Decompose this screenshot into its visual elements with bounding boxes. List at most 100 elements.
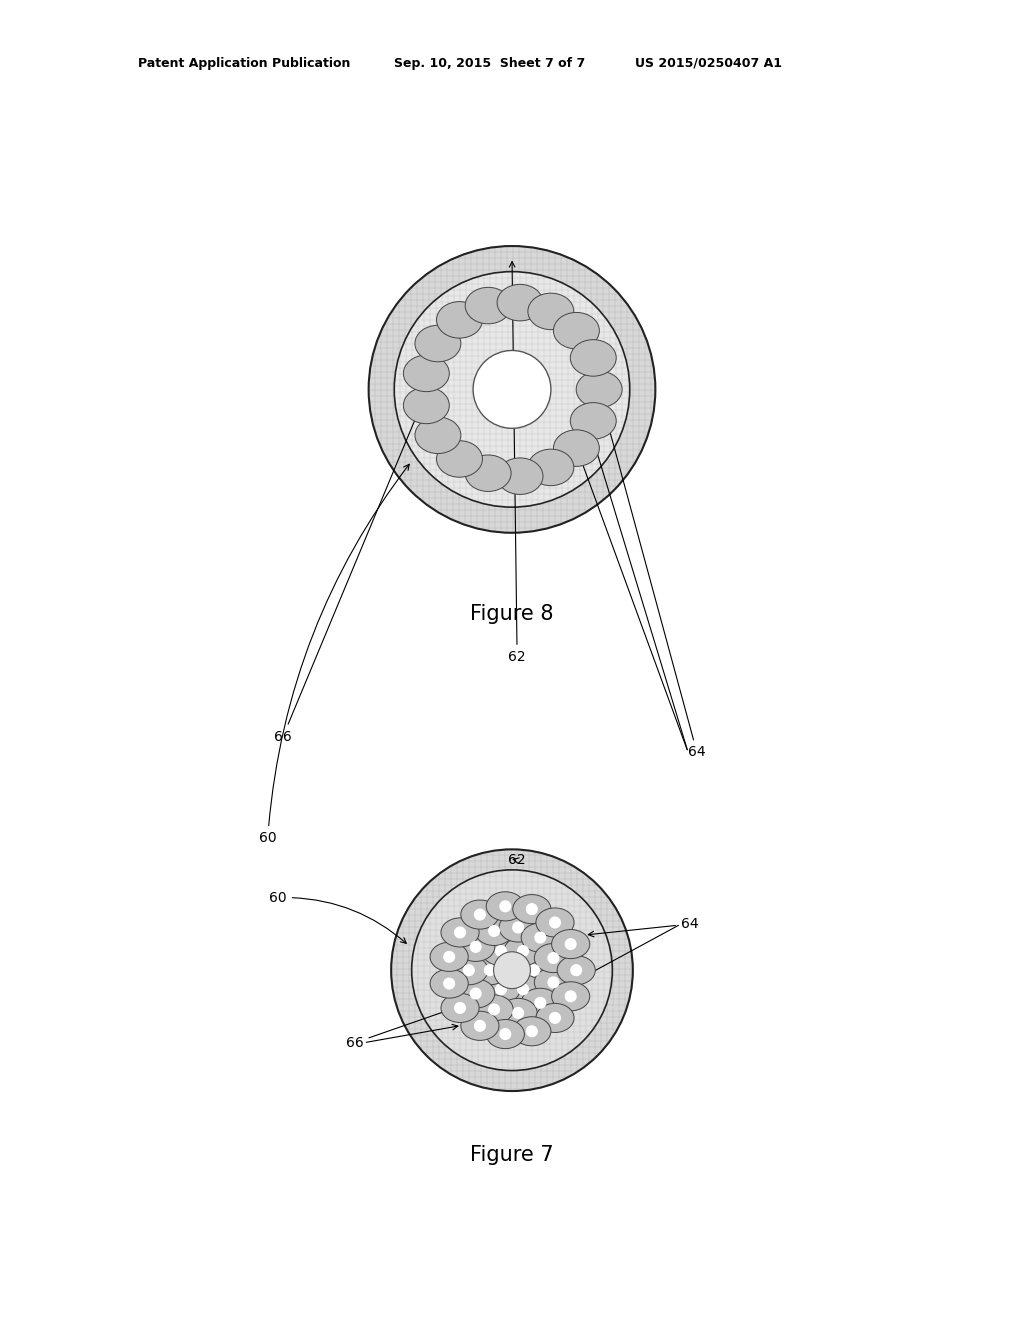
Text: Sep. 10, 2015  Sheet 7 of 7: Sep. 10, 2015 Sheet 7 of 7 [394, 57, 586, 70]
Circle shape [528, 965, 540, 975]
Ellipse shape [499, 913, 538, 942]
Ellipse shape [486, 892, 524, 921]
Ellipse shape [415, 325, 461, 362]
Ellipse shape [536, 908, 574, 937]
Circle shape [513, 1007, 523, 1018]
Ellipse shape [461, 1011, 499, 1040]
Ellipse shape [482, 974, 520, 1005]
Ellipse shape [504, 936, 542, 966]
Ellipse shape [535, 968, 572, 997]
Ellipse shape [441, 994, 479, 1023]
Text: Figure 8: Figure 8 [470, 603, 554, 624]
Circle shape [550, 917, 560, 928]
Text: 64: 64 [588, 917, 698, 937]
Circle shape [455, 927, 465, 937]
Circle shape [500, 902, 511, 912]
Ellipse shape [513, 895, 551, 924]
Ellipse shape [499, 998, 538, 1027]
Ellipse shape [450, 956, 487, 985]
Text: 62: 62 [508, 853, 526, 867]
Ellipse shape [471, 956, 509, 985]
Ellipse shape [486, 1019, 524, 1048]
Circle shape [474, 1020, 485, 1031]
Ellipse shape [457, 932, 495, 961]
Circle shape [470, 989, 481, 999]
Text: 60: 60 [269, 891, 407, 944]
Circle shape [526, 1026, 538, 1036]
Circle shape [565, 991, 577, 1002]
Circle shape [391, 849, 633, 1092]
Ellipse shape [430, 969, 468, 998]
Text: 62: 62 [508, 261, 526, 664]
Circle shape [455, 1003, 465, 1014]
Ellipse shape [553, 430, 599, 466]
Circle shape [488, 1005, 500, 1015]
Ellipse shape [570, 339, 616, 376]
Text: 66: 66 [274, 346, 446, 743]
Circle shape [443, 978, 455, 989]
Circle shape [518, 983, 528, 995]
Ellipse shape [521, 989, 559, 1018]
Ellipse shape [465, 288, 511, 323]
Circle shape [496, 945, 506, 957]
Circle shape [496, 983, 506, 995]
Text: US 2015/0250407 A1: US 2015/0250407 A1 [635, 57, 782, 70]
Circle shape [474, 909, 485, 920]
Circle shape [571, 965, 582, 975]
Ellipse shape [475, 916, 513, 945]
Circle shape [484, 965, 496, 975]
Ellipse shape [521, 923, 559, 952]
Circle shape [548, 977, 559, 987]
Ellipse shape [504, 974, 542, 1005]
Ellipse shape [457, 979, 495, 1008]
Circle shape [535, 932, 546, 942]
Ellipse shape [515, 956, 553, 985]
Circle shape [526, 904, 538, 915]
Circle shape [470, 941, 481, 952]
Ellipse shape [528, 449, 573, 486]
Ellipse shape [436, 441, 482, 478]
Circle shape [369, 246, 655, 533]
Ellipse shape [430, 942, 468, 972]
Ellipse shape [475, 995, 513, 1024]
Text: Patent Application Publication: Patent Application Publication [138, 57, 350, 70]
Circle shape [488, 925, 500, 936]
Text: 64: 64 [592, 370, 706, 759]
Ellipse shape [552, 982, 590, 1011]
Ellipse shape [570, 403, 616, 440]
Circle shape [535, 998, 546, 1008]
Circle shape [565, 939, 577, 949]
Ellipse shape [465, 455, 511, 491]
Circle shape [513, 923, 523, 933]
Circle shape [500, 1028, 511, 1039]
Circle shape [443, 952, 455, 962]
Circle shape [494, 952, 530, 989]
Ellipse shape [513, 1016, 551, 1045]
Ellipse shape [535, 944, 572, 973]
Circle shape [412, 870, 612, 1071]
Circle shape [548, 953, 559, 964]
Ellipse shape [482, 936, 520, 966]
Text: 60: 60 [259, 465, 410, 845]
Ellipse shape [403, 387, 450, 424]
Text: Figure 7: Figure 7 [470, 1144, 554, 1166]
Ellipse shape [557, 956, 595, 985]
Ellipse shape [552, 929, 590, 958]
Ellipse shape [553, 313, 599, 348]
Ellipse shape [415, 417, 461, 454]
Ellipse shape [497, 284, 543, 321]
Ellipse shape [536, 1003, 574, 1032]
Circle shape [473, 351, 551, 428]
Ellipse shape [577, 371, 623, 408]
Ellipse shape [528, 293, 573, 330]
Ellipse shape [403, 355, 450, 392]
Circle shape [394, 272, 630, 507]
Circle shape [518, 945, 528, 957]
Ellipse shape [497, 458, 543, 495]
Circle shape [464, 965, 474, 975]
Ellipse shape [441, 917, 479, 946]
Ellipse shape [493, 956, 531, 985]
Ellipse shape [436, 301, 482, 338]
Text: 66: 66 [346, 1001, 473, 1049]
Circle shape [507, 965, 517, 975]
